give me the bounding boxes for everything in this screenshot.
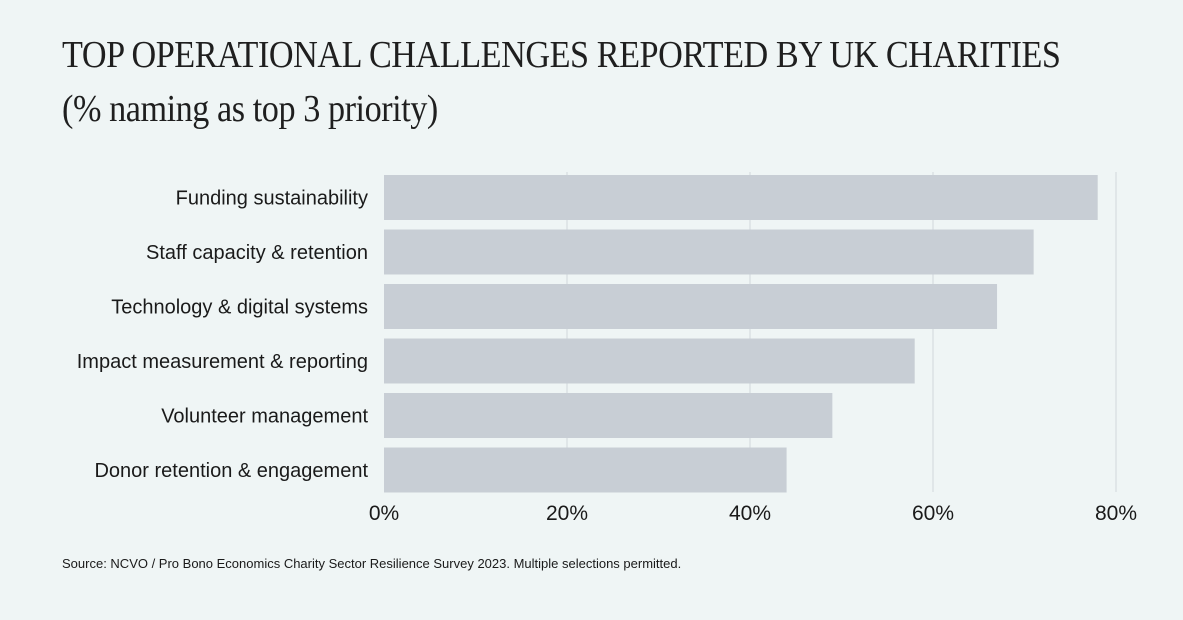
bar xyxy=(384,284,998,329)
chart-title-line-1: TOP OPERATIONAL CHALLENGES REPORTED BY U… xyxy=(62,34,1061,76)
chart-title-line-2: (% naming as top 3 priority) xyxy=(62,88,438,130)
category-label: Funding sustainability xyxy=(176,188,368,210)
bars xyxy=(384,175,1098,493)
x-tick-label: 40% xyxy=(729,502,771,525)
x-axis-ticks: 0% 20% 40% 60% 80% xyxy=(369,502,1137,525)
bar xyxy=(384,175,1098,220)
bar xyxy=(384,229,1034,275)
bar xyxy=(384,393,833,438)
source-note: Source: NCVO / Pro Bono Economics Charit… xyxy=(62,556,682,571)
category-label: Volunteer management xyxy=(161,406,368,428)
x-tick-label: 60% xyxy=(912,502,954,525)
bar xyxy=(384,447,787,493)
category-label: Staff capacity & retention xyxy=(146,242,368,264)
x-tick-label: 80% xyxy=(1095,502,1137,525)
x-tick-label: 20% xyxy=(546,502,588,525)
gridlines xyxy=(566,172,1117,492)
bar xyxy=(384,338,915,384)
category-labels: Funding sustainability Staff capacity & r… xyxy=(77,188,369,483)
chart-title: TOP OPERATIONAL CHALLENGES REPORTED BY U… xyxy=(62,28,1142,136)
category-label: Technology & digital systems xyxy=(111,297,368,319)
category-label: Donor retention & engagement xyxy=(94,460,368,482)
x-tick-label: 0% xyxy=(369,502,399,525)
category-label: Impact measurement & reporting xyxy=(77,351,368,373)
